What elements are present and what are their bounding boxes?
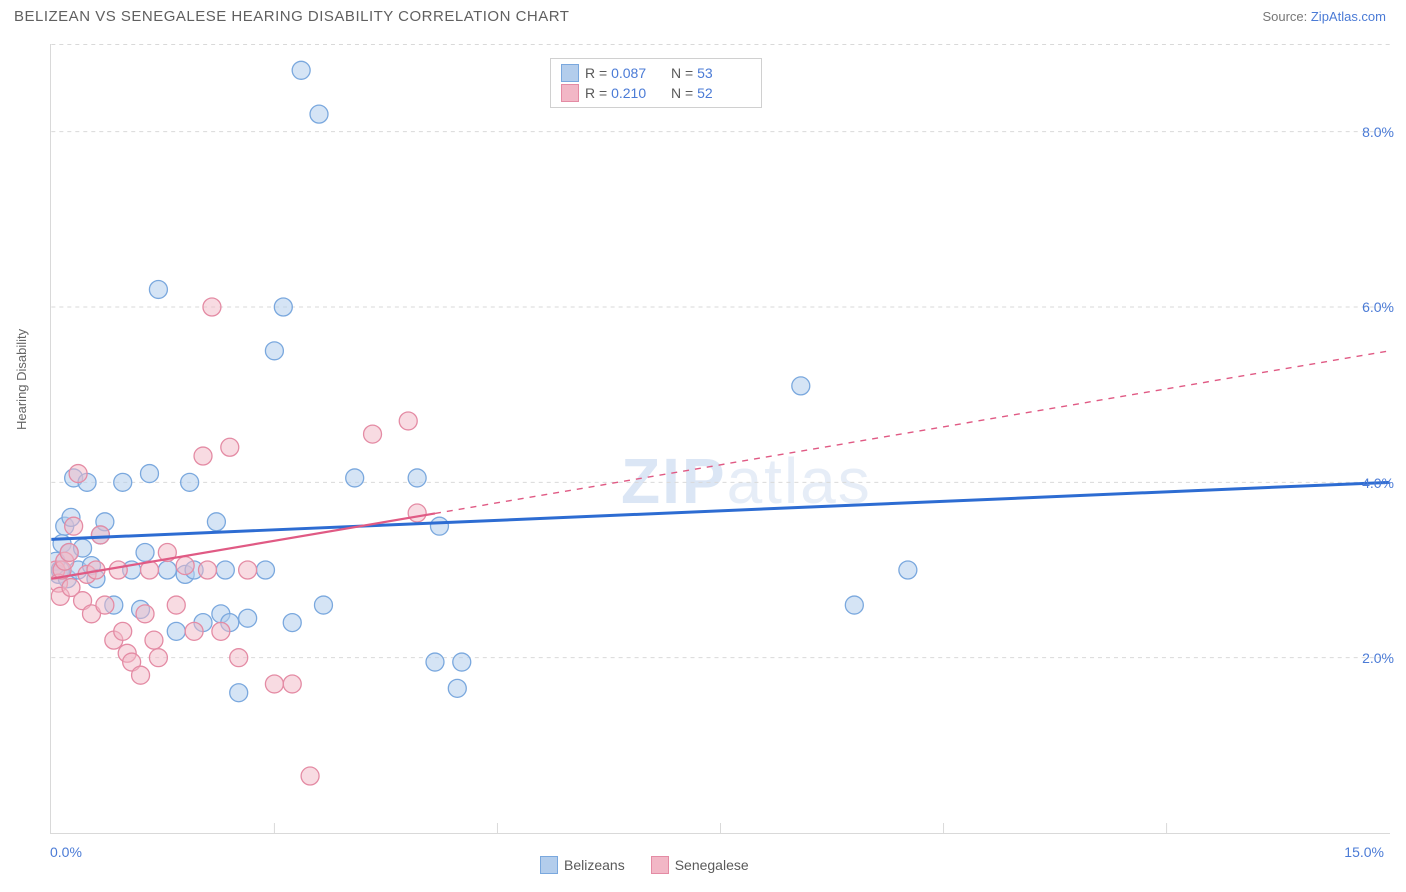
legend-swatch <box>540 856 558 874</box>
plot-area: ZIPatlas <box>50 44 1390 834</box>
legend-swatch <box>561 84 579 102</box>
y-tick-label: 4.0% <box>1362 475 1394 491</box>
y-tick-label: 6.0% <box>1362 299 1394 315</box>
r-label: R = 0.210 <box>585 85 665 101</box>
series-legend-item: Belizeans <box>540 855 625 875</box>
source-link[interactable]: ZipAtlas.com <box>1311 9 1386 24</box>
n-label: N = 52 <box>671 85 751 101</box>
source-label: Source: ZipAtlas.com <box>1262 9 1386 24</box>
chart-title: BELIZEAN VS SENEGALESE HEARING DISABILIT… <box>14 8 569 25</box>
stats-legend: R = 0.087 N = 53 R = 0.210 N = 52 <box>550 58 762 108</box>
legend-swatch <box>651 856 669 874</box>
series-name: Belizeans <box>564 857 625 873</box>
legend-swatch <box>561 64 579 82</box>
stats-legend-row: R = 0.210 N = 52 <box>561 83 751 103</box>
x-axis-min: 0.0% <box>50 844 82 860</box>
series-name: Senegalese <box>675 857 749 873</box>
y-axis-label: Hearing Disability <box>14 329 29 430</box>
series-legend: Belizeans Senegalese <box>540 855 749 875</box>
x-axis-max: 15.0% <box>1344 844 1384 860</box>
y-tick-label: 8.0% <box>1362 124 1394 140</box>
source-prefix: Source: <box>1262 9 1310 24</box>
y-tick-label: 2.0% <box>1362 650 1394 666</box>
series-legend-item: Senegalese <box>651 855 749 875</box>
r-label: R = 0.087 <box>585 65 665 81</box>
stats-legend-row: R = 0.087 N = 53 <box>561 63 751 83</box>
n-label: N = 53 <box>671 65 751 81</box>
scatter-plot <box>51 44 1390 833</box>
